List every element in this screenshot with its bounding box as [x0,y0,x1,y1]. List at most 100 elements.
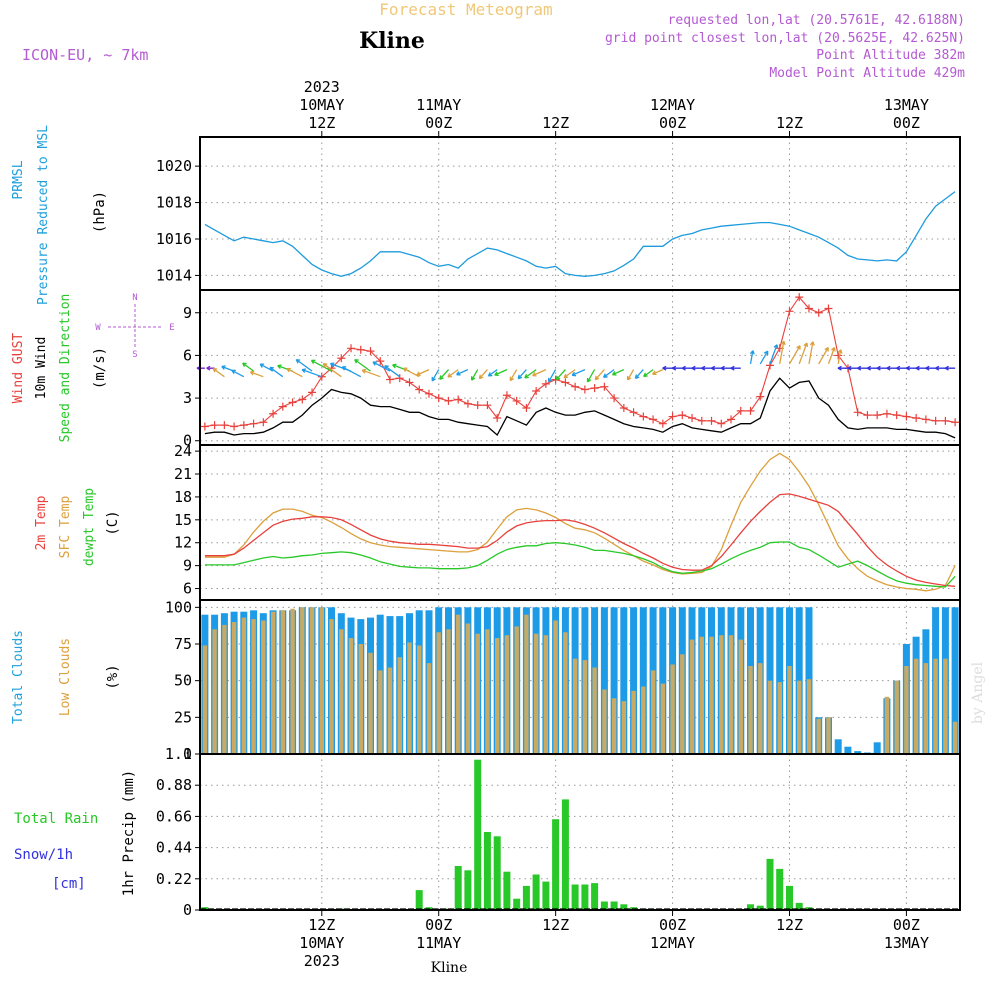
wind-direction-label: Speed and Direction [58,294,73,443]
wind-direction-arrow [611,369,625,376]
low-clouds-bar [348,638,354,754]
wind-direction-arrow [372,361,391,372]
model-point-altitude: Model Point Altitude 429m [769,66,965,81]
wind-direction-arrow [730,365,741,371]
rain-bar [483,832,491,910]
low-clouds-bar [650,670,656,754]
bottom-axis-label: 12MAY [650,934,695,952]
wind-gust-marker [697,416,706,425]
low-clouds-bar [699,636,704,754]
wind-gust-marker [717,419,726,428]
low-clouds-bar [456,614,461,754]
clouds-unit: (%) [105,664,121,689]
location-title: Kline [359,28,425,54]
pressure-panel: PRMSL Pressure Reduced to MSL (hPa) 1014… [11,125,961,305]
y-tick-label: 21 [174,465,192,483]
top-axis-label: 12Z [308,114,335,132]
total-clouds-bar [951,607,959,754]
wind-gust-marker [473,401,482,410]
wind-gust-marker [727,415,736,424]
wind-direction-arrow [301,368,323,378]
low-clouds-bar [407,642,412,754]
low-clouds-bar [358,644,363,754]
total-clouds-bar [766,607,774,754]
low-clouds-bar [290,608,295,754]
total-clouds-bar [659,607,667,754]
low-clouds-bar [748,666,753,754]
total-clouds-bar [776,607,784,754]
total-clouds-label: Total Clouds [11,630,26,724]
wind-gust-marker [824,304,833,313]
total-clouds-bar [600,607,608,754]
low-clouds-bar [777,682,782,754]
wind-gust-marker [707,416,716,425]
wind-gust-marker [590,384,599,393]
rain-bar [532,874,540,910]
wind-gust-marker [463,399,472,408]
wind-direction-arrow [818,346,829,365]
bottom-axis-label: 10MAY [299,934,344,952]
top-axis-label: 13MAY [884,96,929,114]
low-clouds-bar [524,614,529,754]
wind-gust-marker [873,411,882,420]
low-clouds-bar [689,639,695,754]
low-clouds-bar [894,680,899,754]
low-clouds-bar [582,660,588,754]
y-tick-label: 1.1 [165,745,192,763]
wind-gust-marker [502,391,511,400]
rain-bar [493,836,501,910]
low-clouds-bar [417,645,422,754]
prmsl-label: PRMSL [11,160,26,199]
y-tick-label: 18 [174,488,192,506]
wind-gust-marker [395,374,404,383]
wind-gust-marker [639,412,648,421]
wind-gust-marker [882,409,891,418]
low-clouds-bar [504,635,510,754]
total-clouds-bar [795,607,803,754]
wind-gust-marker [210,421,219,430]
low-clouds-bar [231,622,237,754]
sfc-temp-line [204,452,956,592]
wind-direction-arrow [494,369,508,377]
bottom-axis-label: 12Z [542,916,569,934]
wind-direction-arrow [478,369,488,380]
wind-gust-marker [239,421,248,430]
wind-gust-line [204,296,956,428]
y-tick-label: 0 [183,901,192,919]
low-clouds-bar [553,620,558,754]
low-clouds-bar [884,696,890,754]
top-axis-label: 12MAY [650,96,695,114]
rain-bar [786,885,793,910]
y-tick-label: 12 [174,534,192,552]
low-clouds-bar [465,623,471,754]
low-clouds-bar [339,629,344,754]
wind-direction-arrow [524,369,537,379]
wind-direction-arrow [286,367,303,378]
low-clouds-bar [621,701,627,754]
total-clouds-bar [834,739,842,754]
low-clouds-bar [641,686,646,754]
low-clouds-bar [222,624,227,754]
wind-direction-arrow [886,365,897,371]
y-tick-label: 15 [174,511,192,529]
wind-gust-marker [892,411,901,420]
wind-gust-marker [736,406,745,415]
low-clouds-bar [212,629,217,754]
wind-direction-arrow [269,366,284,378]
point-altitude: Point Altitude 382m [816,48,965,63]
bottom-axis-label: 12Z [776,916,803,934]
low-clouds-bar [475,633,480,754]
bottom-axis-label: 00Z [659,916,686,934]
low-clouds-bar [660,683,665,754]
wind-direction-arrow [837,365,848,371]
wind-direction-arrow [779,340,786,365]
requested-coords: requested lon,lat (20.5761E, 42.6188N) [668,13,965,28]
rain-bar [756,905,764,910]
wind-direction-arrow [662,365,673,371]
wind-direction-arrow [295,358,313,372]
low-clouds-bar [436,632,441,754]
wind-direction-arrow [431,369,440,382]
low-clouds-bar [270,611,276,754]
rain-bar [561,799,569,910]
